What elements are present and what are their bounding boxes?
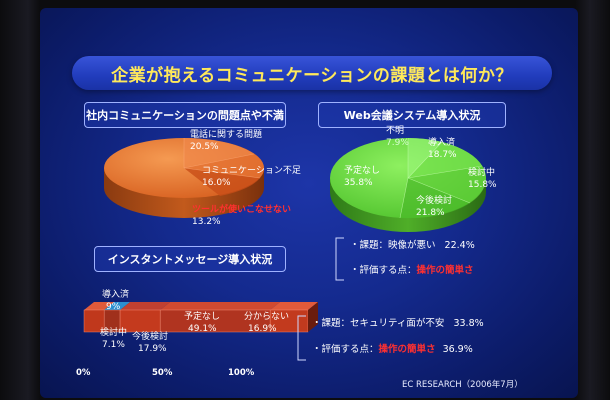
im-bar-top-unknown (270, 302, 318, 310)
slice-value-considering: 15.8% (468, 180, 497, 190)
im-bar-top-considering (104, 302, 131, 310)
im-label-unknown: 分からない (244, 312, 290, 322)
slide-graphics (83, 138, 487, 361)
slice-label-tools: ツールが使いこなせない (192, 205, 292, 215)
web-meeting-merit: ・評価する点：操作の簡単さ (350, 265, 474, 276)
im-bar-top-no-plan (160, 302, 281, 310)
slice-label-considering: 検討中 (468, 168, 496, 178)
axis-tick-100: 100% (228, 368, 255, 378)
slide-title: 企業が抱えるコミュニケーションの課題とは何か？ (72, 56, 552, 90)
im-label-installed: 導入済 (102, 290, 130, 300)
slice-value-unknown: 7.9% (386, 138, 409, 148)
slice-label-unknown: 不明 (386, 126, 405, 136)
im-issue: ・課題：セキュリティ面が不安 33.8% (312, 318, 484, 329)
im-stacked-bar (83, 302, 318, 333)
im-issue-value: 33.8% (453, 318, 484, 329)
research-credit: EC RESEARCH（2006年7月） (402, 380, 523, 390)
im-value-no-plan: 49.1% (188, 324, 217, 334)
slice-value-phone: 20.5% (190, 142, 219, 152)
im-value-installed: 9% (106, 302, 121, 312)
web-meeting-issue-value: 22.4% (444, 240, 475, 251)
axis-tick-50: 50% (152, 368, 173, 378)
slice-label-future: 今後検討 (416, 196, 453, 206)
slice-value-installed: 18.7% (428, 150, 457, 160)
im-bar-side (308, 302, 318, 332)
im-issue-label: ・課題：セキュリティ面が不安 (312, 318, 445, 329)
im-label-no-plan: 予定なし (184, 312, 221, 322)
im-bar-top-future (120, 302, 171, 310)
web-meeting-issue: ・課題：映像が悪い 22.4% (350, 240, 475, 251)
im-label-considering: 検討中 (100, 328, 128, 338)
im-label-future: 今後検討 (132, 332, 169, 342)
web-meeting-pie (330, 138, 487, 232)
im-value-unknown: 16.9% (248, 324, 277, 334)
slice-label-installed: 導入済 (428, 138, 456, 148)
slice-value-communication: 16.0% (202, 178, 231, 188)
complaints-pie (104, 138, 265, 218)
im-merit-label: ・評価する点： (312, 344, 379, 355)
slice-value-tools: 13.2% (192, 217, 221, 227)
slice-label-phone: 電話に関する問題 (190, 130, 263, 140)
web-meeting-merit-label: ・評価する点： (350, 265, 417, 276)
im-merit-pct: 36.9% (442, 344, 473, 355)
im-value-considering: 7.1% (102, 340, 125, 350)
slice-value-no-plan: 35.8% (344, 178, 373, 188)
im-bar-top-installed (84, 302, 115, 310)
axis-tick-0: 0% (76, 368, 91, 378)
slice-value-future: 21.8% (416, 208, 445, 218)
im-merit-value: 操作の簡単さ (378, 344, 436, 355)
complaints-title: 社内コミュニケーションの問題点や不満 (84, 102, 286, 128)
slice-label-communication: コミュニケーション不足 (202, 166, 301, 176)
im-value-future: 17.9% (138, 344, 167, 354)
im-title: インスタントメッセージ導入状況 (94, 246, 286, 272)
web-meeting-title: Web会議システム導入状況 (318, 102, 506, 128)
web-meeting-issue-label: ・課題：映像が悪い (350, 240, 436, 251)
im-merit: ・評価する点：操作の簡単さ 36.9% (312, 344, 473, 355)
slice-label-no-plan: 予定なし (344, 166, 381, 176)
projected-slide: 企業が抱えるコミュニケーションの課題とは何か？ 社内コミュニケーションの問題点や… (40, 8, 578, 398)
web-meeting-merit-value: 操作の簡単さ (416, 265, 474, 276)
